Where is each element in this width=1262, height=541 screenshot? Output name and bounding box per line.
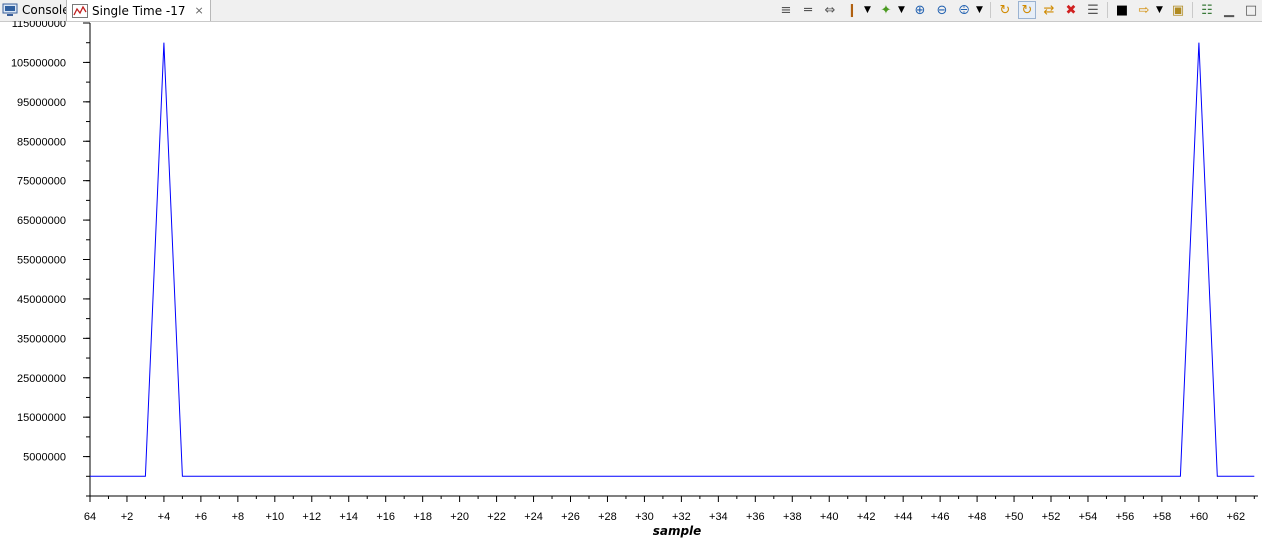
trace-icon[interactable]: ⇨ [1138, 2, 1150, 18]
y-tick-label: 15000000 [17, 412, 66, 424]
y-tick-label: 95000000 [17, 97, 66, 109]
x-tick-label: +60 [1190, 511, 1209, 523]
y-tick-label: 65000000 [17, 215, 66, 227]
x-tick-label: +8 [232, 511, 245, 523]
console-icon [2, 3, 18, 17]
x-tick-label: +10 [265, 511, 284, 523]
y-tick-label: 35000000 [17, 333, 66, 345]
x-tick-label: +24 [524, 511, 543, 523]
x-tick-label: +50 [1005, 511, 1024, 523]
y-tick-label: 85000000 [17, 136, 66, 148]
time-plot-chart[interactable]: 5000000 15000000 25000000 35000000 45000000 5… [0, 21, 1262, 541]
x-tick-label: +6 [195, 511, 208, 523]
x-tick-label: +38 [783, 511, 802, 523]
stack-dropdown-icon[interactable]: ▼ [864, 4, 871, 15]
tab-console[interactable]: Console [0, 0, 74, 20]
refresh-icon[interactable]: ↻ [999, 2, 1011, 18]
close-tab-icon[interactable]: ⨯ [194, 4, 204, 17]
fit-width-icon[interactable]: ⇔ [824, 2, 836, 18]
x-tick-label: +30 [635, 511, 654, 523]
y-tick-label: 75000000 [17, 176, 66, 188]
properties-icon[interactable]: ☰ [1087, 2, 1099, 18]
zoom-fit-icon[interactable]: ⨸ [958, 2, 970, 18]
x-axis: 64 +2 +4 +6 +8 +10 +12 +14 +16 +18 +20 +22 +24 +26 +28… [84, 495, 1258, 523]
y-tick-label: 105000000 [11, 57, 66, 69]
graph-icon [72, 3, 88, 18]
lock-icon[interactable]: ▣ [1171, 2, 1185, 18]
tab-single-time-label: Single Time -17 [92, 3, 186, 18]
y-axis: 5000000 15000000 25000000 35000000 45000000 5… [11, 21, 91, 497]
toolbar-separator [990, 2, 991, 18]
stack-icon[interactable]: ❙ [846, 2, 858, 18]
x-tick-label: +56 [1116, 511, 1135, 523]
toolbar-separator [1192, 2, 1193, 18]
x-tick-label: +14 [339, 511, 358, 523]
x-tick-label: +28 [598, 511, 617, 523]
columns-icon[interactable]: ≡ [780, 2, 792, 18]
add-dropdown-icon[interactable]: ▼ [898, 4, 905, 15]
x-tick-label: +22 [487, 511, 506, 523]
x-tick-label: +36 [746, 511, 765, 523]
x-tick-label: +40 [820, 511, 839, 523]
x-tick-label: +52 [1042, 511, 1061, 523]
y-tick-label: 25000000 [17, 373, 66, 385]
y-tick-label: 45000000 [17, 294, 66, 306]
x-tick-label: +48 [968, 511, 987, 523]
trace-dropdown-icon[interactable]: ▼ [1156, 4, 1163, 15]
x-tick-label: +34 [709, 511, 728, 523]
x-tick-label: +20 [450, 511, 469, 523]
x-tick-label: +54 [1079, 511, 1098, 523]
x-tick-label: +62 [1226, 511, 1245, 523]
sync-icon[interactable]: ⇄ [1043, 2, 1055, 18]
tab-single-time[interactable]: Single Time -17 ⨯ [66, 0, 211, 21]
toolbar-separator [1107, 2, 1108, 18]
align-center-icon[interactable]: ═ [804, 2, 812, 18]
series-area [90, 42, 1255, 477]
x-tick-label: +46 [931, 511, 950, 523]
x-tick-label: +44 [894, 511, 913, 523]
x-tick-label: +32 [672, 511, 691, 523]
view-tab-bar: Console Single Time -17 ⨯ ≡ ═ ⇔ ❙ ▼ ✦ ▼ … [0, 0, 1262, 22]
tab-console-label: Console [22, 3, 70, 17]
binoculars-icon[interactable]: ■ [1115, 2, 1129, 18]
y-tick-label: 55000000 [17, 255, 66, 267]
view-toolbar: ≡ ═ ⇔ ❙ ▼ ✦ ▼ ⊕ ⊖ ⨸ ▼ ↻ ↻ ⇄ ✖ ☰ ■ ⇨ ▼ ▣ … [775, 0, 1262, 20]
delete-icon[interactable]: ✖ [1065, 2, 1077, 18]
y-tick-label: 115000000 [12, 21, 66, 30]
y-tick-label: 5000000 [23, 452, 66, 464]
x-tick-label: +16 [376, 511, 395, 523]
zoom-out-icon[interactable]: ⊖ [936, 2, 948, 18]
list-icon[interactable]: ☷ [1201, 2, 1213, 18]
x-tick-label: +58 [1153, 511, 1172, 523]
refresh-auto-icon[interactable]: ↻ [1018, 1, 1036, 19]
zoom-in-icon[interactable]: ⊕ [914, 2, 926, 18]
x-tick-label: +26 [561, 511, 580, 523]
x-tick-label: +18 [413, 511, 432, 523]
zoom-dropdown-icon[interactable]: ▼ [976, 4, 983, 15]
minimize-icon[interactable]: ▁ [1224, 2, 1234, 18]
add-star-icon[interactable]: ✦ [880, 2, 892, 18]
x-tick-label: +12 [302, 511, 321, 523]
maximize-icon[interactable]: □ [1244, 2, 1258, 18]
x-axis-title: sample [653, 524, 702, 538]
series-line [90, 42, 1255, 477]
x-tick-label: +42 [857, 511, 876, 523]
x-tick-label: +4 [158, 511, 171, 523]
x-tick-label: +2 [121, 511, 134, 523]
x-tick-label: 64 [84, 511, 96, 523]
